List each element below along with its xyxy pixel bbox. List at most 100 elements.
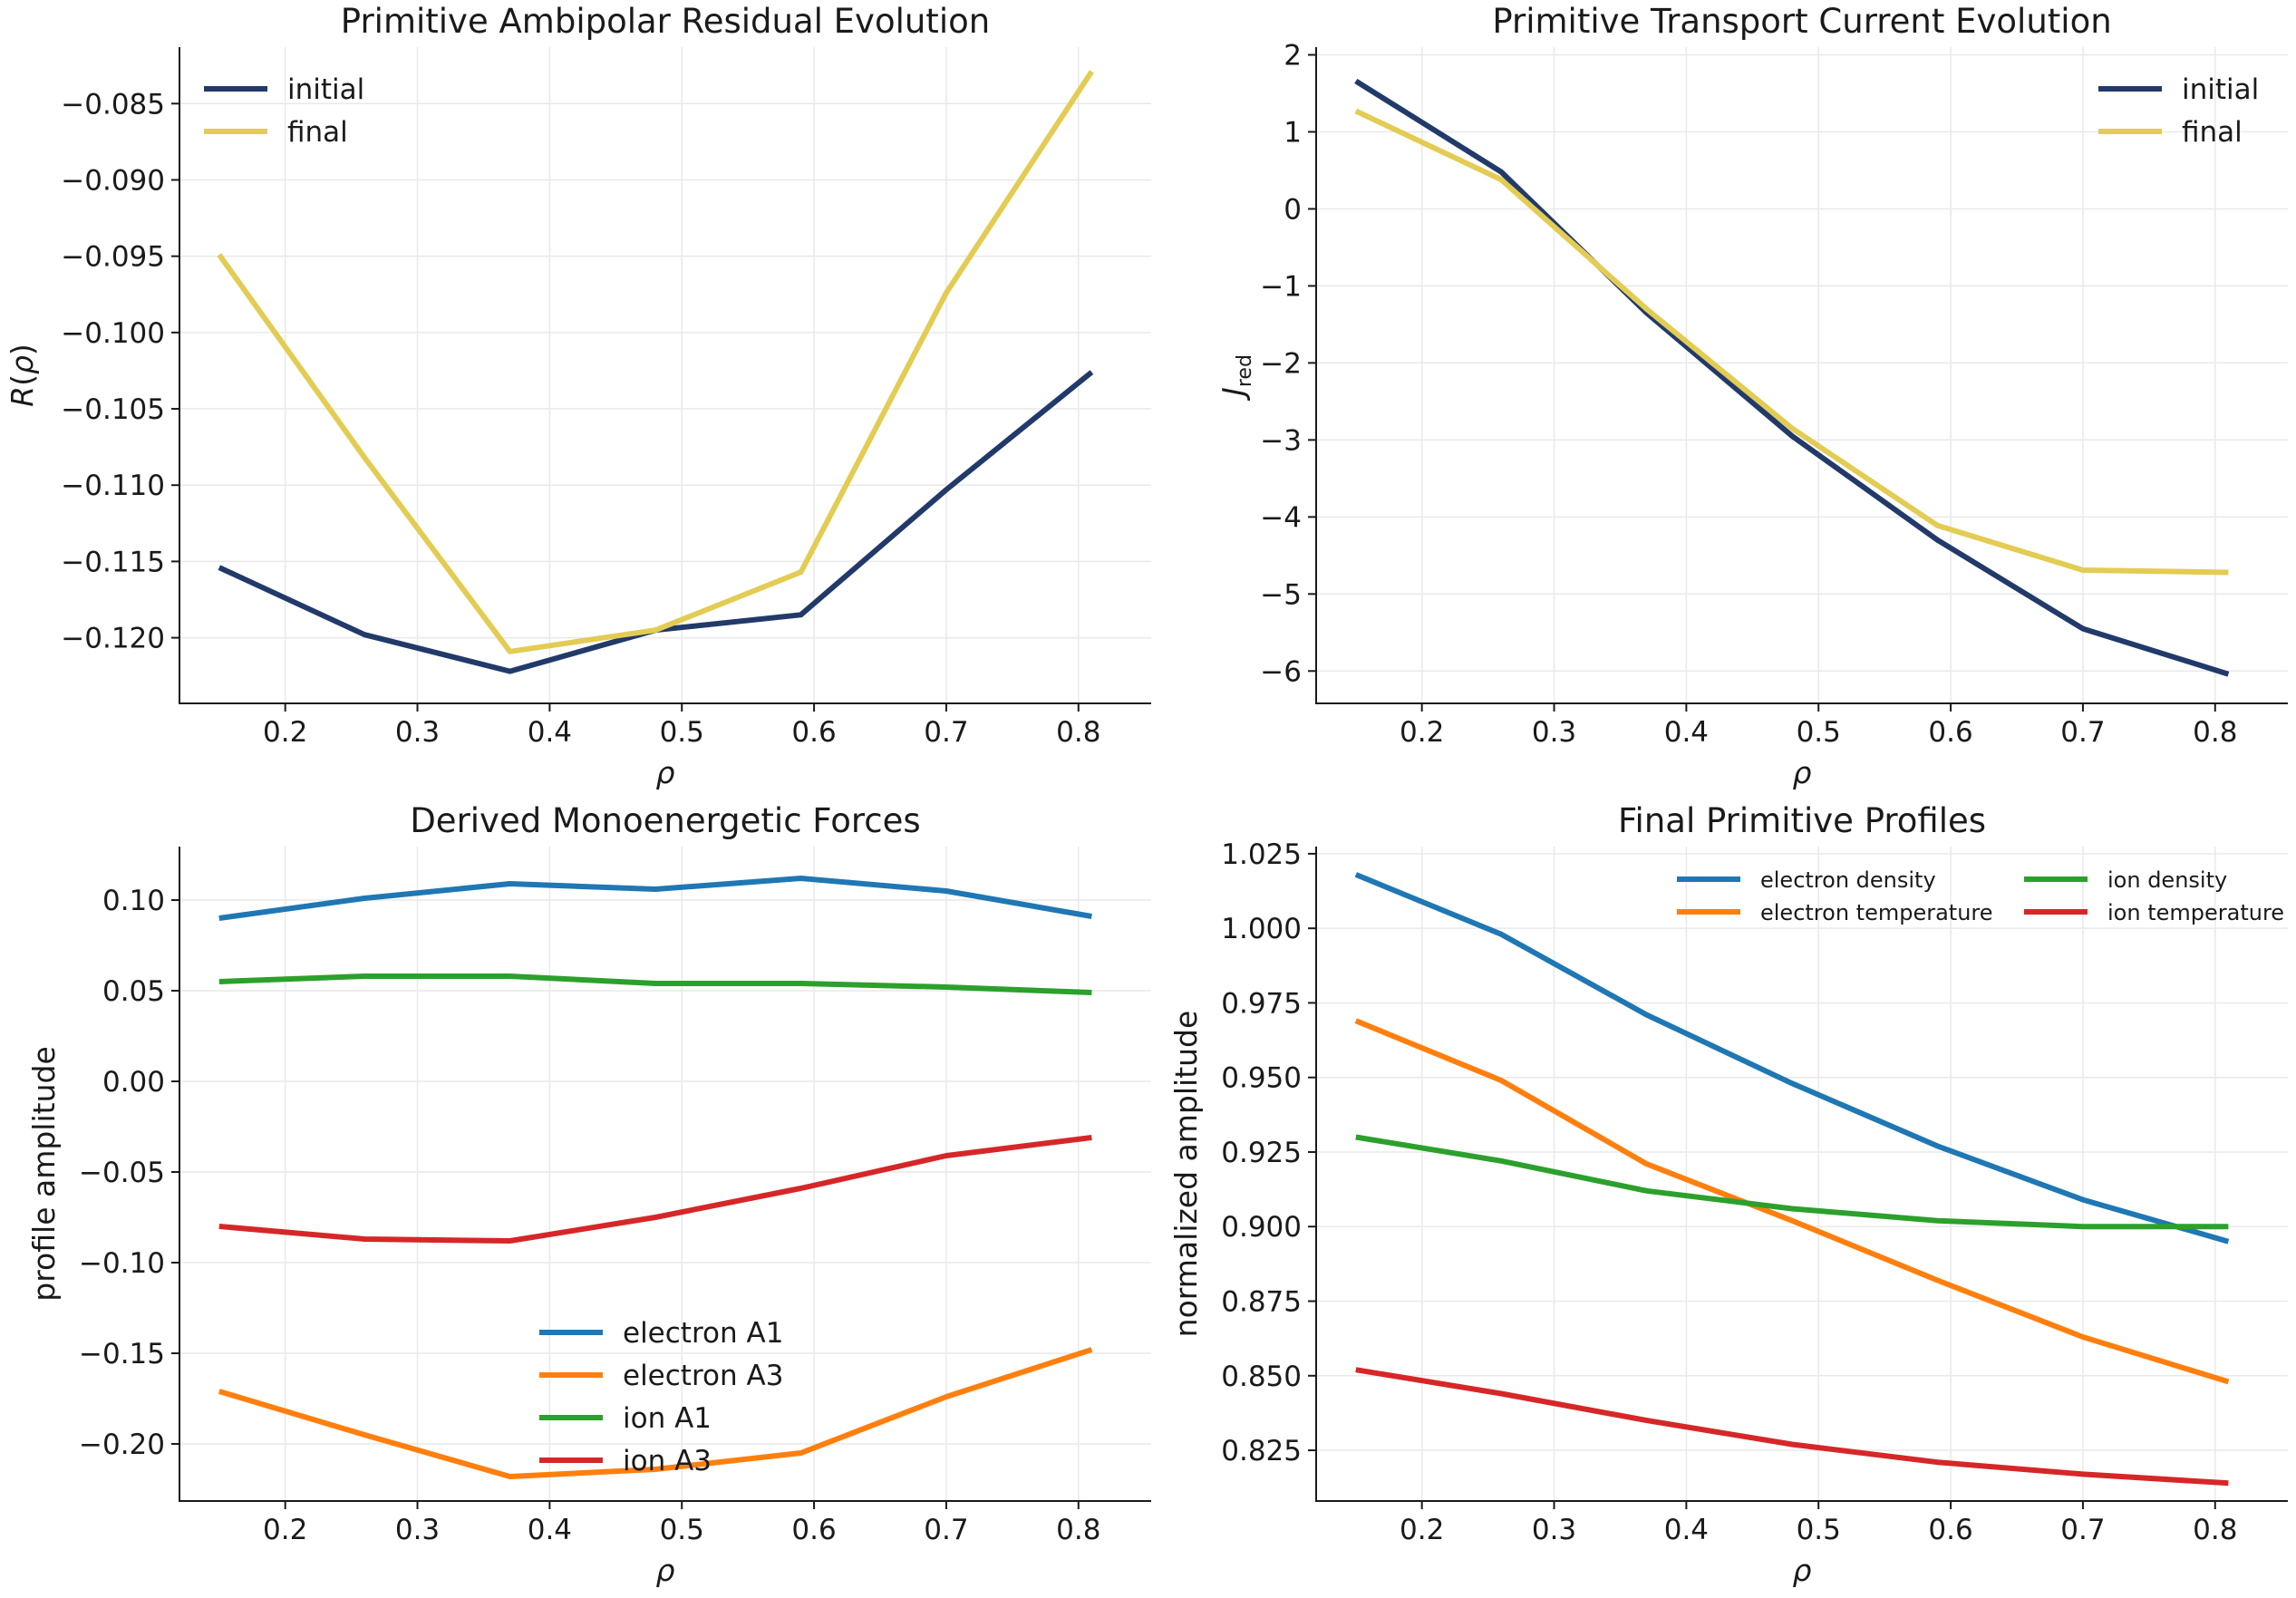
y-tick-label: −1 [1260, 270, 1302, 303]
y-tick-label: 0 [1284, 193, 1302, 226]
axis-spine [179, 47, 1151, 704]
chart-panel-1: 0.2 0.3 0.4 0.5 0.6 0.7 0.8 −0.085 −0.090 −0.095 −… [5, 2, 1151, 790]
y-tick-label: −2 [1260, 347, 1302, 380]
legend-label: ion A3 [623, 1445, 712, 1477]
x-tick-label: 0.3 [1532, 1514, 1576, 1546]
legend-label: electron A3 [623, 1360, 783, 1392]
axis-spine [1315, 47, 2288, 704]
x-tick-label: 0.2 [1400, 1514, 1444, 1546]
x-tick-label: 0.2 [263, 1514, 307, 1546]
series-line-initial [1354, 78, 2230, 677]
series-line-electron-temperature [1354, 1018, 2230, 1385]
y-axis-label: normalized amplitude [1168, 1011, 1204, 1338]
chart-panel-3: 0.2 0.3 0.4 0.5 0.6 0.7 0.8 0.10 0.05 0.00 −0.05 −0… [26, 801, 1151, 1588]
y-axis-label: profile amplitude [26, 1046, 62, 1301]
y-tick-label: 1.025 [1221, 838, 1302, 871]
series-line-ion-temperature [1355, 1367, 2229, 1487]
legend-label: ion A1 [623, 1402, 712, 1435]
y-tick-label: −0.105 [61, 393, 165, 426]
y-tick-label: 0.825 [1221, 1435, 1302, 1467]
x-tick-label: 0.3 [1532, 716, 1576, 749]
x-tick-label: 0.6 [1928, 716, 1972, 749]
x-tick-label: 0.8 [2193, 716, 2237, 749]
x-tick-label: 0.8 [1056, 716, 1100, 749]
series-line-electron-density [1354, 872, 2230, 1245]
y-tick-label: −6 [1260, 655, 1302, 688]
y-tick-label: −0.05 [79, 1157, 165, 1189]
y-axis-label-part: ) [5, 344, 40, 355]
y-tick-label: 1.000 [1221, 913, 1302, 945]
y-axis-label: R(ρ) [5, 344, 40, 407]
series-line-ion-A1 [218, 973, 1092, 995]
x-tick-label: 0.2 [263, 716, 307, 749]
x-tick-label: 0.8 [2193, 1514, 2237, 1546]
y-tick-label: 0.950 [1221, 1062, 1302, 1095]
x-axis-label: ρ [656, 1553, 675, 1588]
x-tick-label: 0.4 [1664, 716, 1709, 749]
y-tick-label: 0.975 [1221, 987, 1302, 1020]
x-tick-label: 0.7 [2060, 1514, 2105, 1546]
y-tick-label: −5 [1260, 578, 1302, 611]
x-tick-label: 0.7 [2060, 716, 2105, 749]
x-tick-label: 0.5 [1797, 716, 1841, 749]
y-tick-label: 0.875 [1221, 1286, 1302, 1319]
y-axis-label-sub: red [1234, 354, 1256, 387]
y-tick-label: −0.120 [61, 623, 165, 655]
chart-title: Primitive Transport Current Evolution [1492, 2, 2111, 41]
y-tick-label: 0.05 [102, 975, 165, 1008]
x-tick-label: 0.3 [395, 716, 440, 749]
chart-panel-2: 0.2 0.3 0.4 0.5 0.6 0.7 0.8 2 1 0 −1 −2 −3 −4 −5 −6 Prim… [1216, 2, 2288, 790]
y-tick-label: 1 [1284, 116, 1302, 149]
x-tick-label: 0.4 [528, 1514, 572, 1546]
y-tick-label: −0.085 [61, 88, 165, 121]
legend-label: electron A1 [623, 1317, 783, 1350]
y-tick-label: −0.15 [79, 1338, 165, 1370]
x-axis-label: ρ [1793, 1553, 1812, 1588]
y-tick-label: −0.115 [61, 546, 165, 578]
series-line-final [217, 70, 1094, 654]
chart-title: Final Primitive Profiles [1618, 801, 1986, 840]
axis-spine [179, 847, 1151, 1502]
y-axis-label-part: ( [5, 374, 40, 386]
y-tick-label: −4 [1260, 501, 1302, 534]
legend-label: electron temperature [1760, 900, 1993, 925]
y-tick-label: 0.10 [102, 885, 165, 917]
legend-label: electron density [1760, 867, 1936, 893]
legend-label: ion density [2107, 867, 2227, 893]
series-line-ion-A3 [218, 1135, 1092, 1244]
chart-title: Derived Monoenergetic Forces [410, 801, 920, 840]
legend-label: ion temperature [2107, 900, 2284, 925]
y-tick-label: −0.095 [61, 241, 165, 274]
x-tick-label: 0.8 [1056, 1514, 1100, 1546]
y-tick-label: −0.10 [79, 1247, 165, 1280]
y-axis-label-part: ρ [5, 355, 40, 374]
y-tick-label: 0.925 [1221, 1137, 1302, 1169]
chart-title: Primitive Ambipolar Residual Evolution [341, 2, 990, 41]
x-tick-label: 0.6 [791, 1514, 836, 1546]
y-tick-label: −0.20 [79, 1429, 165, 1461]
y-tick-label: −0.100 [61, 317, 165, 350]
y-tick-label: −0.110 [61, 470, 165, 502]
legend: electron density electron temperature ion … [1677, 867, 2284, 925]
x-tick-label: 0.5 [660, 716, 704, 749]
x-tick-label: 0.5 [1797, 1514, 1841, 1546]
x-tick-label: 0.6 [791, 716, 836, 749]
legend: electron A1 electron A3 ion A1 ion A3 [539, 1317, 783, 1477]
x-tick-label: 0.6 [1928, 1514, 1972, 1546]
x-tick-label: 0.7 [924, 716, 968, 749]
series-line-initial [218, 370, 1094, 674]
y-tick-label: 0.900 [1221, 1211, 1302, 1244]
y-tick-label: 2 [1284, 39, 1302, 72]
series-line-ion-density [1355, 1134, 2229, 1230]
series-line-electron-A3 [218, 1347, 1093, 1479]
x-axis-label: ρ [656, 755, 675, 790]
x-tick-label: 0.3 [395, 1514, 440, 1546]
y-tick-label: −3 [1260, 424, 1302, 457]
legend: initial final [2098, 73, 2259, 149]
chart-panel-4: 0.2 0.3 0.4 0.5 0.6 0.7 0.8 1.025 1.000 0.975 0.95… [1168, 801, 2288, 1588]
x-tick-label: 0.7 [924, 1514, 968, 1546]
legend-label: initial [287, 73, 364, 106]
legend-label: final [2182, 116, 2243, 149]
y-tick-label: 0.00 [102, 1066, 165, 1099]
